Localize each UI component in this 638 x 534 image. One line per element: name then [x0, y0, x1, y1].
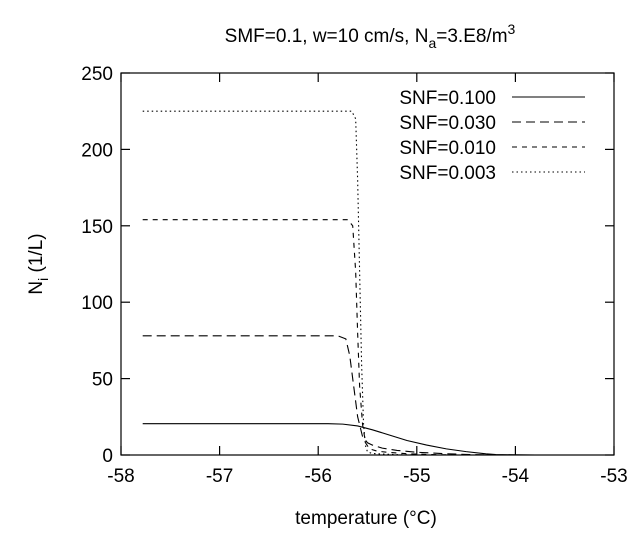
- legend-label-snf-0-100: SNF=0.100: [399, 88, 496, 109]
- x-tick-label: -54: [502, 466, 530, 487]
- y-tick-label: 50: [92, 370, 113, 391]
- chart-title-sup: 3: [508, 21, 516, 37]
- y-tick-label: 150: [81, 217, 113, 238]
- series-line-snf-0-100: [142, 423, 536, 456]
- series-line-snf-0-030: [142, 335, 496, 456]
- y-tick-label: 0: [102, 446, 113, 467]
- x-tick-label: -56: [304, 466, 331, 487]
- x-axis-label: temperature (°C): [295, 508, 437, 529]
- series-group: [142, 110, 536, 456]
- plot-frame: [120, 72, 615, 456]
- x-tick-label: -53: [600, 466, 627, 487]
- chart-title: SMF=0.1, w=10 cm/s, Na=3.E8/m3: [225, 21, 516, 51]
- y-axis-label-sub: i: [35, 278, 51, 281]
- x-tick-label: -58: [107, 466, 134, 487]
- x-tick-label: -57: [206, 466, 233, 487]
- y-tick-label: 250: [81, 64, 113, 85]
- y-axis: 0 50 100 150 200 250: [81, 64, 614, 467]
- y-axis-label-main: N: [26, 281, 47, 295]
- legend-label-snf-0-030: SNF=0.030: [399, 113, 496, 134]
- x-tick-label: -55: [403, 466, 430, 487]
- legend-label-snf-0-010: SNF=0.010: [399, 138, 496, 159]
- chart-title-sub: a: [428, 35, 436, 51]
- y-axis-label: Ni (1/L): [26, 233, 51, 294]
- y-tick-label: 100: [81, 293, 113, 314]
- chart-title-prefix: SMF=0.1, w=10 cm/s, N: [225, 26, 429, 47]
- x-axis: -58 -57 -56 -55 -54 -53: [107, 73, 628, 487]
- series-line-snf-0-003: [142, 110, 417, 456]
- series-line-snf-0-010: [142, 219, 467, 456]
- y-axis-label-rest: (1/L): [26, 233, 47, 277]
- chart-title-mid: =3.E8/m: [436, 26, 507, 47]
- legend-label-snf-0-003: SNF=0.003: [399, 163, 496, 184]
- y-tick-label: 200: [81, 140, 113, 161]
- legend: SNF=0.100 SNF=0.030 SNF=0.010 SNF=0.003: [399, 88, 585, 184]
